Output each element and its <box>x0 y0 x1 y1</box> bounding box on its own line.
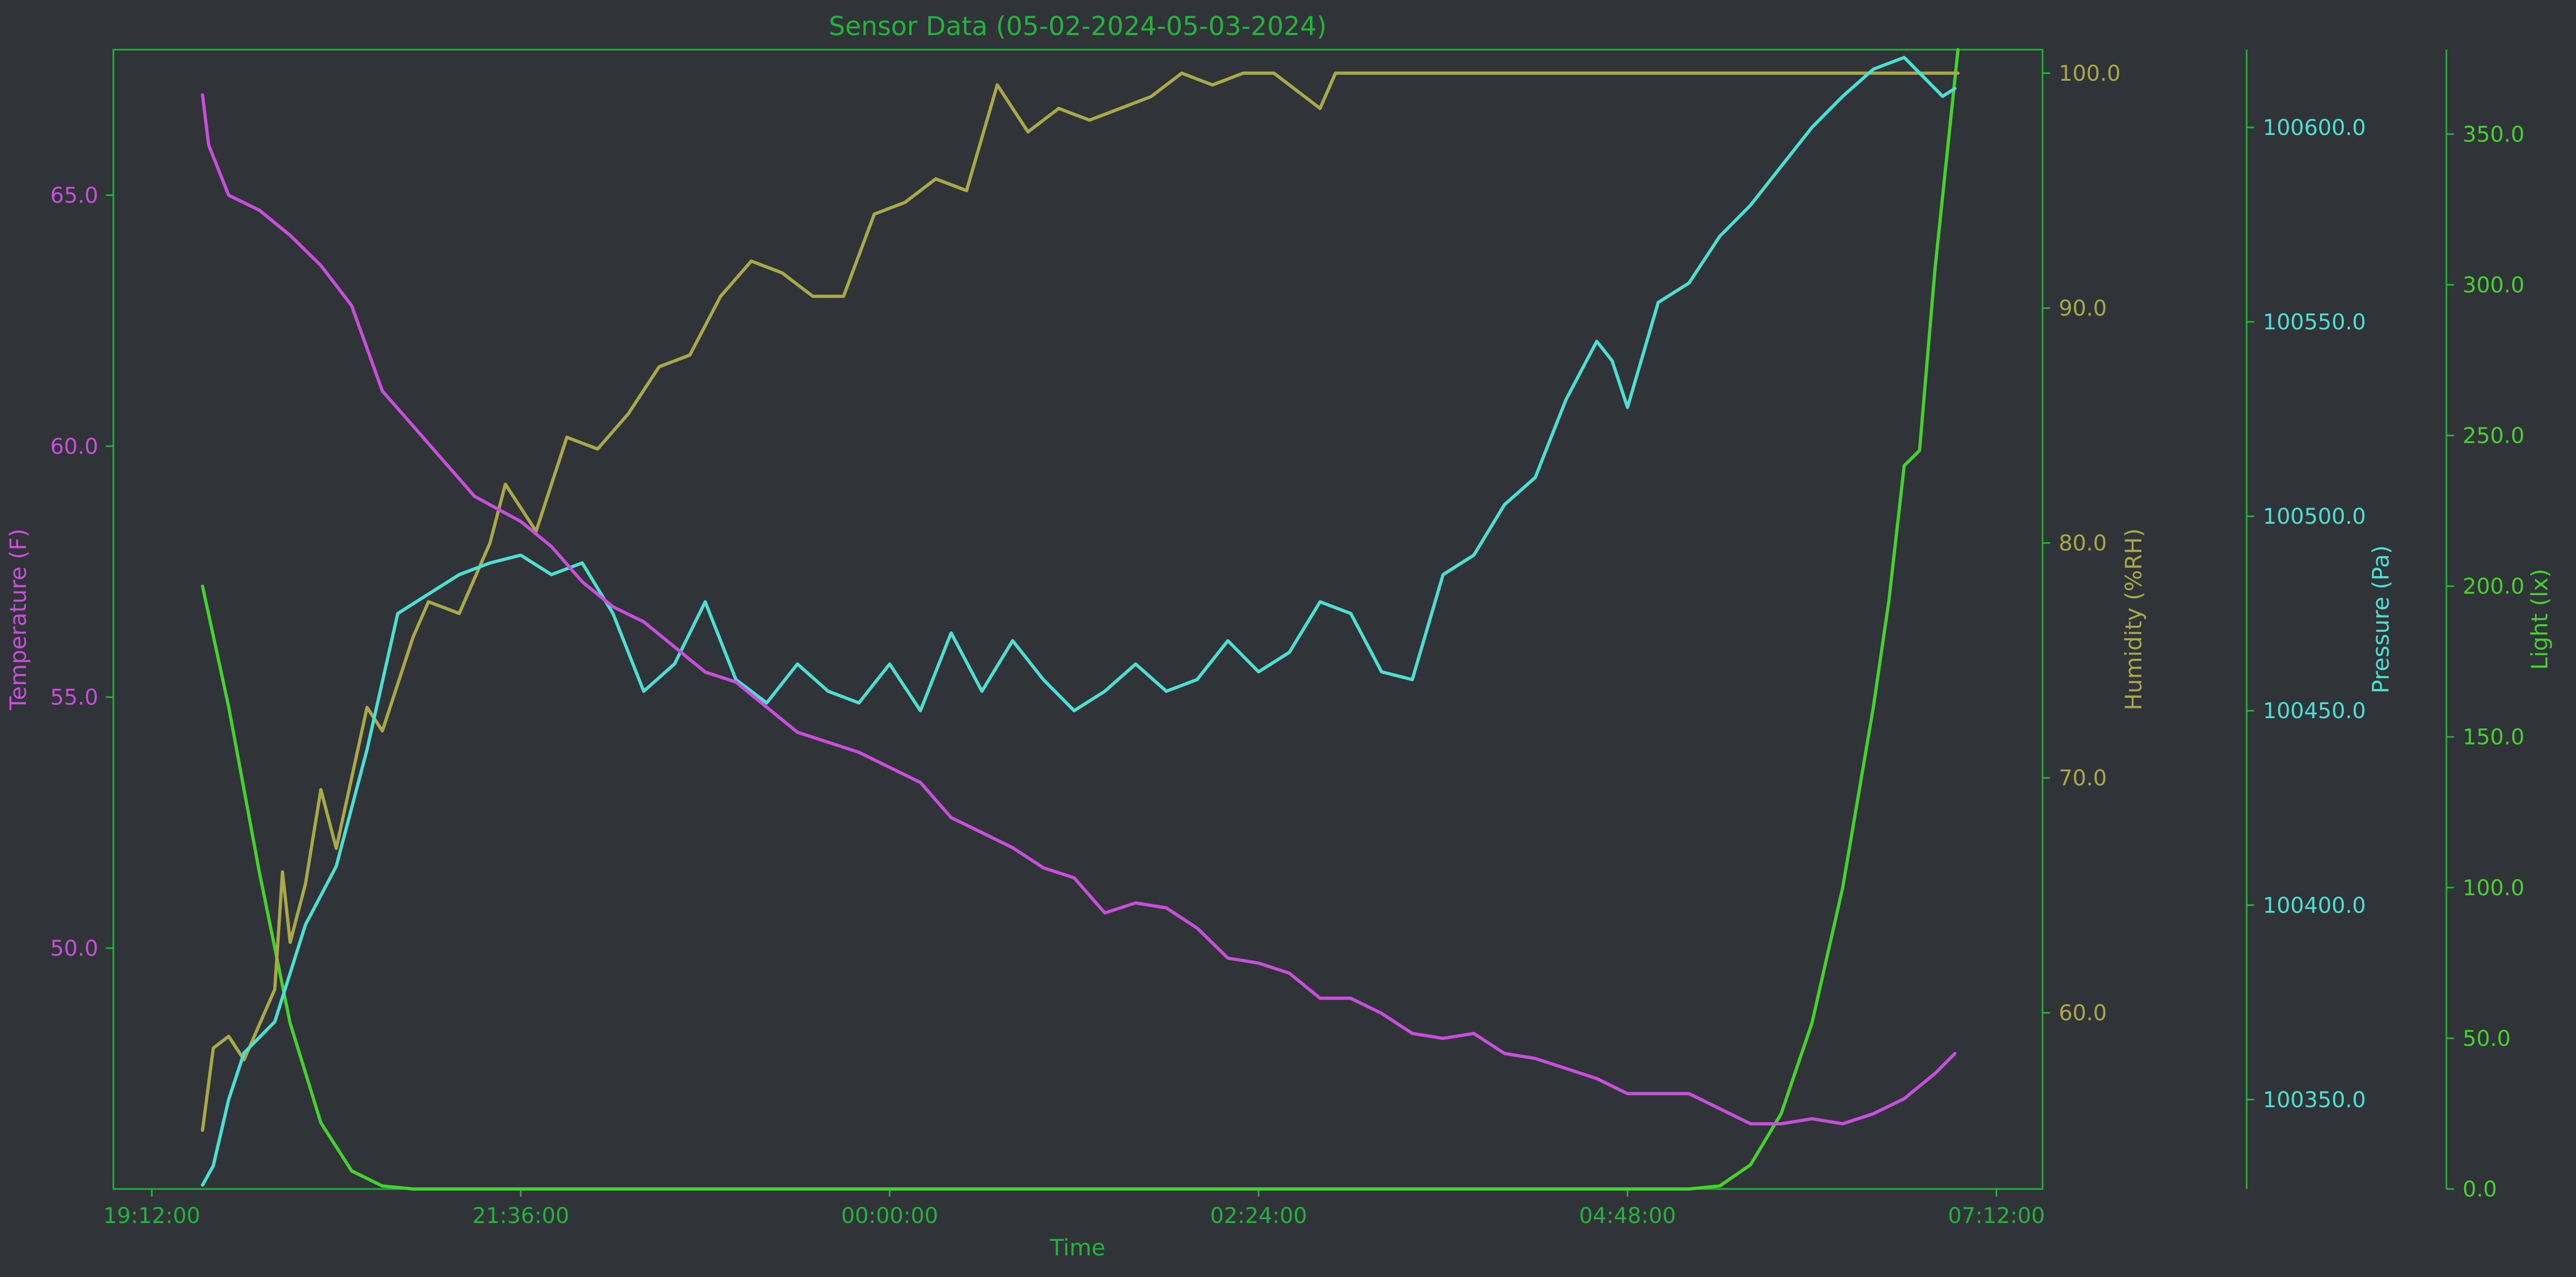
humidity-axis-label: Humidity (%RH) <box>2120 528 2147 710</box>
light-axis-label: Light (lx) <box>2526 569 2553 670</box>
pressure-tick-label: 100450.0 <box>2263 699 2366 724</box>
light-tick-label: 100.0 <box>2463 876 2525 901</box>
x-tick-label: 21:36:00 <box>472 1204 570 1228</box>
light-tick-label: 250.0 <box>2463 423 2525 448</box>
x-tick-label: 19:12:00 <box>103 1204 200 1228</box>
temperature-tick-label: 60.0 <box>50 434 98 459</box>
humidity-tick-label: 90.0 <box>2059 296 2107 321</box>
pressure-tick-label: 100550.0 <box>2263 310 2366 335</box>
light-tick-label: 150.0 <box>2463 725 2525 750</box>
light-tick-label: 50.0 <box>2463 1026 2511 1051</box>
x-axis-label: Time <box>1050 1234 1106 1261</box>
humidity-tick-label: 80.0 <box>2059 531 2107 556</box>
pressure-tick-label: 100400.0 <box>2263 893 2366 918</box>
pressure-tick-label: 100600.0 <box>2263 116 2366 140</box>
chart-marks: 19:12:00 21:36:00 00:00:00 02:24:00 04:48:00… <box>5 48 2553 1228</box>
x-tick-label: 04:48:00 <box>1579 1204 1676 1228</box>
humidity-tick-label: 70.0 <box>2059 766 2107 791</box>
temperature-series-line <box>201 93 1957 1126</box>
pressure-axis-label: Pressure (Pa) <box>2368 545 2394 694</box>
pressure-tick-label: 100350.0 <box>2263 1087 2366 1112</box>
light-tick-label: 300.0 <box>2463 273 2525 298</box>
x-tick-label: 02:24:00 <box>1210 1204 1307 1228</box>
humidity-tick-label: 100.0 <box>2059 62 2121 86</box>
light-tick-label: 0.0 <box>2463 1177 2497 1202</box>
pressure-tick-label: 100500.0 <box>2263 504 2366 529</box>
chart-title: Sensor Data (05-02-2024-05-03-2024) <box>829 11 1327 42</box>
temperature-axis-label: Temperature (F) <box>5 529 31 711</box>
light-tick-label: 350.0 <box>2463 122 2525 147</box>
pressure-series-line <box>201 56 1957 1187</box>
temperature-tick-label: 50.0 <box>50 936 98 961</box>
humidity-series-line <box>201 71 1960 1132</box>
temperature-tick-label: 65.0 <box>50 184 98 208</box>
light-tick-label: 200.0 <box>2463 575 2525 599</box>
humidity-tick-label: 60.0 <box>2059 1001 2107 1026</box>
x-tick-label: 00:00:00 <box>841 1204 938 1228</box>
x-tick-label: 07:12:00 <box>1948 1204 2045 1228</box>
light-series-line <box>201 48 1960 1191</box>
temperature-tick-label: 55.0 <box>50 685 98 710</box>
